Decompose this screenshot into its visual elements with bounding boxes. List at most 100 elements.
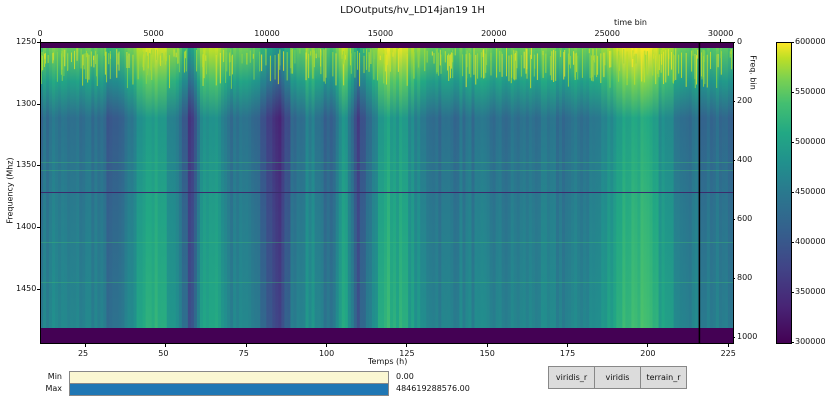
rfi-spike [250, 51, 251, 63]
rfi-spike [623, 49, 624, 64]
rfi-spike [543, 51, 544, 55]
rfi-spike [661, 54, 662, 65]
right-axis-title: Freq. bin [749, 48, 758, 98]
rfi-spike [383, 54, 384, 84]
rfi-spike [231, 56, 232, 89]
max-slider-label: Max [42, 384, 62, 393]
rfi-spike [609, 51, 610, 68]
bottom-tick-label: 175 [560, 349, 575, 358]
rfi-spike [591, 55, 592, 80]
rfi-spike [467, 51, 468, 68]
colorbar-tick-label-mark [791, 242, 794, 243]
top-tick-label: 25000 [594, 29, 619, 38]
viridis-r-button[interactable]: viridis_r [548, 366, 595, 389]
rfi-spike [596, 48, 597, 77]
rfi-spike [332, 52, 333, 76]
rfi-spike [86, 51, 87, 57]
rfi-spike [265, 49, 266, 65]
rfi-spike [511, 55, 512, 78]
rfi-spike [385, 54, 386, 64]
rfi-spike [634, 56, 635, 65]
colorbar-tick-label-mark [791, 342, 794, 343]
viridis-button[interactable]: viridis [594, 366, 641, 389]
right-tick-label: 1000 [737, 332, 757, 341]
rfi-spike [97, 54, 98, 86]
rfi-spike [485, 54, 486, 73]
rfi-spike [486, 48, 487, 65]
rfi-spike [129, 54, 130, 68]
bottom-tick-label: 25 [78, 349, 88, 358]
rfi-spike [707, 55, 708, 88]
rfi-spike [82, 55, 83, 86]
rfi-spike [142, 52, 143, 68]
rfi-spike [373, 50, 374, 80]
bottom-tick-label-mark [647, 344, 648, 347]
left-tick-label: 1350 [16, 160, 36, 169]
bottom-tick-label: 225 [721, 349, 736, 358]
max-slider[interactable] [69, 383, 389, 396]
spectrogram-columns [40, 48, 734, 328]
rfi-spike [531, 48, 532, 59]
rfi-spike [146, 52, 147, 84]
rfi-spike [632, 50, 633, 59]
rfi-spike [440, 50, 441, 66]
rfi-spike [61, 51, 62, 70]
rfi-spike [665, 50, 666, 83]
bottom-tick-label-mark [165, 344, 166, 347]
rfi-line [40, 282, 734, 283]
rfi-spike [473, 48, 474, 75]
left-tick-label: 1300 [16, 99, 36, 108]
right-tick-label: 0 [737, 37, 742, 46]
rfi-spike [186, 49, 187, 71]
rfi-spike [418, 52, 419, 68]
rfi-spike [645, 55, 646, 76]
rfi-spike [67, 53, 68, 70]
rfi-spike [543, 53, 544, 77]
rfi-spike [589, 49, 590, 53]
rfi-spike [220, 53, 221, 83]
rfi-spike [174, 49, 175, 56]
rfi-spike [184, 52, 185, 73]
masked-band [40, 42, 734, 48]
rfi-spike [377, 49, 378, 80]
colorbar-tick-label: 300000 [795, 337, 825, 346]
rfi-spike [306, 53, 307, 81]
right-tick-label: 800 [737, 273, 752, 282]
colorbar-tick-label: 450000 [795, 187, 825, 196]
rfi-spike [226, 52, 227, 71]
rfi-spike [534, 55, 535, 69]
right-tick-label: 600 [737, 214, 752, 223]
rfi-spike [176, 53, 177, 58]
rfi-spike [675, 48, 676, 80]
dark-line [40, 192, 734, 193]
rfi-spike [366, 49, 367, 70]
rfi-spike [499, 51, 500, 72]
rfi-spike [232, 55, 233, 75]
rfi-spike [490, 53, 491, 76]
colorbar-tick-label: 600000 [795, 37, 825, 46]
rfi-spike [71, 53, 72, 63]
colorbar [776, 42, 792, 344]
rfi-spike [475, 55, 476, 85]
colorbar-tick-label: 500000 [795, 137, 825, 146]
terrain-r-button[interactable]: terrain_r [640, 366, 687, 389]
rfi-spike [636, 54, 637, 64]
rfi-spike [318, 48, 319, 57]
bottom-tick-label-mark [85, 344, 86, 347]
rfi-spike [731, 49, 732, 69]
left-tick-label: 1250 [16, 37, 36, 46]
rfi-spike [380, 56, 381, 60]
bottom-tick-label: 150 [480, 349, 495, 358]
rfi-line [40, 170, 734, 171]
rfi-spike [530, 55, 531, 88]
rfi-spike [469, 53, 470, 74]
rfi-spike [575, 54, 576, 80]
rfi-spike [605, 52, 606, 66]
rfi-spike [537, 53, 538, 80]
rfi-spike [407, 54, 408, 86]
rfi-spike [387, 54, 388, 65]
rfi-spike [663, 52, 664, 84]
rfi-line [40, 162, 734, 163]
spectrogram-plot[interactable] [40, 42, 734, 344]
rfi-spike [697, 50, 698, 59]
